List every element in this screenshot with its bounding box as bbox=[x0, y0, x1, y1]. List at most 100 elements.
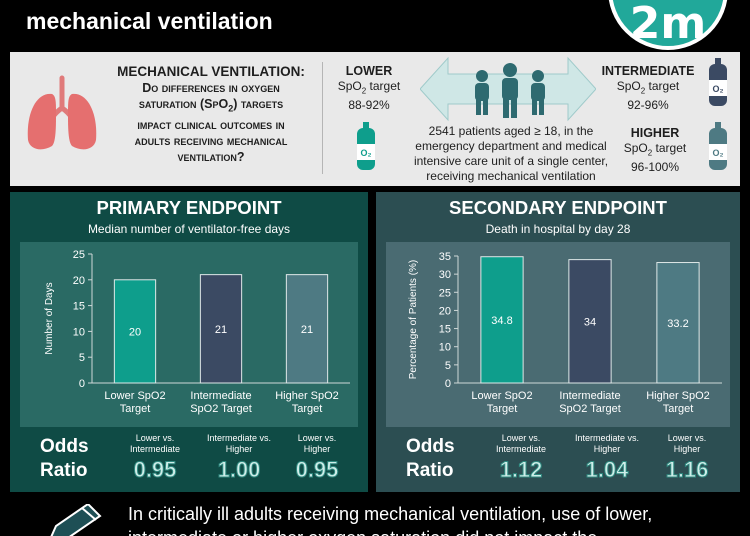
subscript: 2 bbox=[228, 103, 234, 114]
bar bbox=[480, 256, 524, 384]
group-lower: LOWER SpO2 target 88-92% bbox=[328, 64, 410, 113]
group-higher: HIGHER SpO2 target 96-100% bbox=[608, 126, 702, 175]
x-tick-label: Target bbox=[487, 403, 518, 415]
divider bbox=[322, 62, 323, 174]
y-tick-label: 20 bbox=[439, 305, 451, 317]
group-range: 96-100% bbox=[630, 160, 680, 175]
bar-data-label: 21 bbox=[301, 324, 313, 336]
group-target: SpO2 target bbox=[608, 141, 702, 160]
conclusion-text: In critically ill adults receiving mecha… bbox=[128, 502, 738, 536]
target-label: SpO bbox=[616, 79, 641, 93]
patients-line: emergency department and medical bbox=[415, 139, 607, 153]
x-tick-label: Target bbox=[120, 403, 151, 415]
question-line: impact clinical outcomes in bbox=[137, 117, 285, 132]
bar bbox=[113, 279, 157, 384]
odds-comparison: Intermediate vs. Higher bbox=[562, 433, 652, 457]
primary-endpoint-panel: PRIMARY ENDPOINT Median number of ventil… bbox=[10, 192, 368, 492]
odds-ratio-block: Odds Ratio Lower vs. Intermediate 0.95 In… bbox=[10, 429, 368, 489]
question-line: saturation (SpO2) targets bbox=[108, 96, 314, 117]
y-tick-label: 0 bbox=[445, 378, 451, 390]
logo: 2m bbox=[608, 0, 728, 50]
primary-chart-area: Number of Days 0 5 10 15 20 25 20 Lower SpO2 Targ… bbox=[20, 242, 358, 427]
page-title: mechanical ventilation bbox=[26, 8, 273, 34]
x-tick-label: Target bbox=[663, 403, 694, 415]
group-target: SpO2 target bbox=[328, 79, 410, 98]
group-name: LOWER bbox=[345, 64, 393, 78]
conclusion-line: intermediate or higher oxygen saturation… bbox=[128, 526, 738, 536]
odds-comparison-line: Lower vs. bbox=[667, 433, 707, 443]
odds-value: 0.95 bbox=[133, 457, 177, 483]
odds-comparison: Lower vs. Intermediate bbox=[110, 433, 200, 457]
odds-comparison-line: Intermediate bbox=[495, 444, 547, 454]
odds-label: Ratio bbox=[40, 460, 88, 481]
y-tick-label: 25 bbox=[439, 287, 451, 299]
secondary-chart-area: Percentage of Patients (%) 0 5 10 15 20 25 30 35… bbox=[386, 242, 730, 427]
odds-comparison-line: Intermediate vs. bbox=[574, 433, 640, 443]
odds-comparison: Lower vs. Intermediate bbox=[476, 433, 566, 457]
y-tick-label: 15 bbox=[439, 324, 451, 336]
odds-comparison-line: Higher bbox=[303, 444, 331, 454]
panel-title: PRIMARY ENDPOINT bbox=[96, 197, 282, 218]
odds-ratio-item: Lower vs. Higher 1.16 bbox=[642, 433, 732, 483]
target-label: target bbox=[645, 79, 680, 93]
target-label: target bbox=[652, 141, 687, 155]
target-label: SpO bbox=[623, 141, 648, 155]
odds-value: 1.04 bbox=[585, 457, 629, 483]
odds-comparison: Lower vs. Higher bbox=[642, 433, 732, 457]
odds-value: 0.95 bbox=[295, 457, 339, 483]
svg-text:O₂: O₂ bbox=[361, 148, 372, 158]
odds-value: 1.16 bbox=[665, 457, 709, 483]
question-line: adults receiving mechanical bbox=[134, 133, 288, 148]
odds-comparison-line: Higher bbox=[673, 444, 701, 454]
bar-data-label: 20 bbox=[129, 326, 141, 338]
target-label: SpO bbox=[337, 79, 362, 93]
group-name: HIGHER bbox=[630, 126, 680, 140]
x-tick-label: Intermediate bbox=[559, 390, 620, 402]
odds-comparison: Lower vs. Higher bbox=[272, 433, 362, 457]
panel-title: SECONDARY ENDPOINT bbox=[449, 197, 667, 218]
subscript: 2 bbox=[640, 86, 646, 96]
odds-label: Ratio bbox=[406, 460, 454, 481]
patients-arrow-icon bbox=[420, 56, 596, 122]
y-axis-label: Number of Days bbox=[44, 282, 55, 354]
y-tick-label: 5 bbox=[445, 360, 451, 372]
bar-data-label: 33.2 bbox=[667, 318, 688, 330]
odds-label: Odds bbox=[40, 436, 89, 457]
odds-comparison-line: Higher bbox=[225, 444, 253, 454]
odds-ratio-item: Lower vs. Intermediate 1.12 bbox=[476, 433, 566, 483]
odds-ratio-item: Intermediate vs. Higher 1.00 bbox=[194, 433, 284, 483]
panel-subtitle: Death in hospital by day 28 bbox=[485, 222, 631, 236]
bar-data-label: 34.8 bbox=[491, 315, 512, 327]
conclusion-line: In critically ill adults receiving mecha… bbox=[128, 504, 653, 524]
y-axis-label: Percentage of Patients (%) bbox=[408, 260, 419, 380]
oxygen-bottle-icon: O₂ bbox=[357, 122, 375, 170]
x-tick-label: SpO2 Target bbox=[559, 403, 621, 415]
target-label: target bbox=[366, 79, 401, 93]
y-tick-label: 20 bbox=[73, 275, 85, 287]
group-intermediate: INTERMEDIATE SpO2 target 92-96% bbox=[598, 64, 698, 113]
patients-line: receiving mechanical ventilation bbox=[426, 169, 596, 183]
odds-comparison: Intermediate vs. Higher bbox=[194, 433, 284, 457]
subscript: 2 bbox=[647, 148, 653, 158]
group-range: 88-92% bbox=[348, 98, 390, 113]
odds-value: 1.12 bbox=[499, 457, 543, 483]
group-range: 92-96% bbox=[627, 98, 669, 113]
patients-description: 2541 patients aged ≥ 18, in the emergenc… bbox=[398, 124, 624, 184]
patients-line: 2541 patients aged ≥ 18, in the bbox=[428, 124, 594, 138]
oxygen-bottle-icon: O₂ bbox=[709, 122, 727, 170]
svg-text:O₂: O₂ bbox=[713, 148, 724, 158]
question-head: MECHANICAL VENTILATION: bbox=[117, 64, 305, 79]
question-text: saturation (SpO bbox=[138, 97, 229, 111]
question-text: ) targets bbox=[233, 97, 284, 111]
x-tick-label: Higher SpO2 bbox=[646, 390, 710, 402]
study-summary: MECHANICAL VENTILATION: Do differences i… bbox=[10, 52, 740, 186]
research-question: MECHANICAL VENTILATION: Do differences i… bbox=[108, 64, 314, 165]
subscript: 2 bbox=[361, 86, 367, 96]
x-tick-label: Target bbox=[292, 403, 323, 415]
odds-comparison-line: Lower vs. bbox=[297, 433, 337, 443]
x-tick-label: Higher SpO2 bbox=[275, 390, 339, 402]
bar bbox=[656, 262, 700, 384]
x-tick-label: SpO2 Target bbox=[190, 403, 252, 415]
x-tick-label: Intermediate bbox=[190, 390, 251, 402]
